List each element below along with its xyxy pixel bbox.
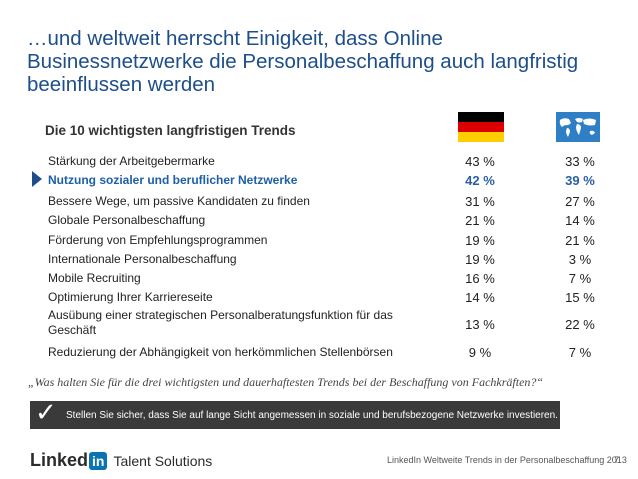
worldwide-value: 27 % — [565, 194, 595, 209]
takeaway-banner — [30, 401, 560, 429]
takeaway-text: Stellen Sie sicher, dass Sie auf lange S… — [66, 410, 558, 421]
trend-label: Mobile Recruiting — [48, 271, 141, 285]
germany-value: 9 % — [468, 345, 492, 360]
table-subheading: Die 10 wichtigsten langfristigen Trends — [45, 123, 296, 138]
germany-value: 19 % — [465, 252, 495, 267]
title-line-2: Businessnetzwerke die Personalbeschaffun… — [27, 50, 579, 73]
trend-label: Reduzierung der Abhängigkeit von herkömm… — [48, 345, 393, 359]
germany-value: 13 % — [465, 317, 495, 332]
worldwide-value: 33 % — [565, 154, 595, 169]
worldwide-value: 7 % — [568, 271, 592, 286]
linkedin-logo: Linked in Talent Solutions — [30, 450, 212, 472]
germany-value: 16 % — [465, 271, 495, 286]
checkmark-icon: ✓ — [35, 398, 57, 428]
germany-value: 19 % — [465, 233, 495, 248]
trend-label: Internationale Personalbeschaffung — [48, 252, 237, 266]
germany-value: 43 % — [465, 154, 495, 169]
survey-question: „Was halten Sie für die drei wichtigsten… — [28, 375, 544, 389]
trend-label: Stärkung der Arbeitgebermarke — [48, 154, 215, 168]
germany-flag-icon — [458, 112, 504, 142]
footer-source: LinkedIn Weltweite Trends in der Persona… — [387, 455, 627, 465]
trend-label: Globale Personalbeschaffung — [48, 213, 206, 227]
page-number: 7 — [614, 455, 620, 465]
logo-tagline: Talent Solutions — [113, 452, 213, 469]
germany-value: 31 % — [465, 194, 495, 209]
worldwide-value: 14 % — [565, 213, 595, 228]
worldwide-value: 7 % — [568, 345, 592, 360]
slide-title: …und weltweit herrscht Einigkeit, dass O… — [27, 27, 627, 96]
title-line-3: beeinflussen werden — [27, 73, 216, 96]
trend-label: Optimierung Ihrer Karriereseite — [48, 290, 213, 304]
germany-value: 42 % — [465, 173, 495, 188]
worldwide-value: 22 % — [565, 317, 595, 332]
worldwide-value: 21 % — [565, 233, 595, 248]
trend-label: Förderung von Empfehlungsprogrammen — [48, 233, 268, 247]
worldwide-value: 39 % — [565, 173, 595, 188]
logo-in-badge: in — [89, 451, 108, 470]
title-line-1: …und weltweit herrscht Einigkeit, dass O… — [27, 27, 443, 50]
germany-value: 21 % — [465, 213, 495, 228]
trend-label: Bessere Wege, um passive Kandidaten zu f… — [48, 194, 310, 208]
highlight-arrow-icon — [32, 171, 42, 187]
world-map-icon — [556, 112, 600, 142]
germany-value: 14 % — [465, 290, 495, 305]
logo-linked-text: Linked — [30, 450, 89, 470]
trend-label: Ausübung einer strategischen Personalber… — [48, 308, 393, 337]
worldwide-value: 15 % — [565, 290, 595, 305]
worldwide-value: 3 % — [568, 252, 592, 267]
trend-label: Nutzung sozialer und beruflicher Netzwer… — [48, 173, 298, 187]
